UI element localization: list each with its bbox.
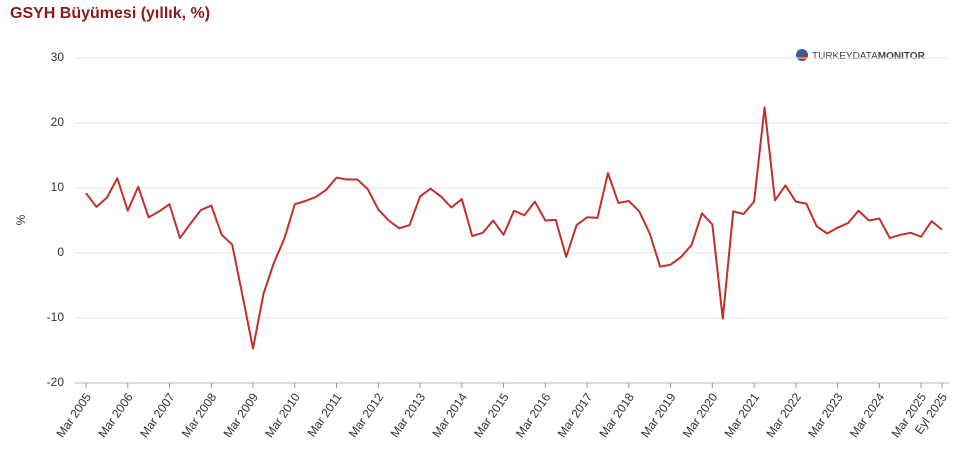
- logo-part: DATA: [853, 51, 879, 62]
- x-tick-label: Mar 2014: [429, 390, 470, 440]
- x-tick-label: Mar 2013: [388, 390, 429, 440]
- y-axis-label: %: [14, 214, 28, 225]
- y-tick-label: 20: [51, 115, 65, 129]
- logo: TURKEYDATAMONITOR: [812, 51, 926, 62]
- y-tick-label: -20: [47, 375, 65, 389]
- y-tick-label: 30: [51, 50, 65, 64]
- logo-part: TURKEY: [812, 51, 853, 62]
- x-tick-label: Mar 2009: [221, 390, 262, 440]
- x-tick-label: Mar 2024: [847, 390, 888, 440]
- x-tick-label: Mar 2019: [638, 390, 679, 440]
- x-tick-label: Mar 2020: [680, 390, 721, 440]
- x-tick-label: Mar 2022: [763, 390, 804, 440]
- logo-part: MONITOR: [878, 51, 926, 62]
- x-tick-label: Mar 2005: [54, 390, 95, 440]
- x-tick-label: Mar 2010: [262, 390, 303, 440]
- x-tick-label: Mar 2023: [805, 390, 846, 440]
- x-tick-label: Mar 2008: [179, 390, 220, 440]
- y-tick-label: 10: [51, 180, 65, 194]
- x-tick-label: Mar 2015: [471, 390, 512, 440]
- x-tick-label: Mar 2007: [137, 390, 178, 440]
- x-tick-label: Mar 2018: [596, 390, 637, 440]
- x-tick-label: Mar 2006: [95, 390, 136, 440]
- y-tick-label: 0: [57, 245, 64, 259]
- x-tick-label: Mar 2011: [305, 390, 345, 439]
- x-tick-label: Mar 2016: [513, 390, 554, 440]
- y-tick-label: -10: [47, 310, 65, 324]
- x-tick-label: Mar 2021: [722, 390, 763, 440]
- data-line: [85, 106, 943, 350]
- x-tick-label: Mar 2012: [346, 390, 387, 440]
- chart-title: GSYH Büyümesi (yıllık, %): [10, 5, 210, 22]
- x-tick-label: Mar 2017: [555, 390, 596, 440]
